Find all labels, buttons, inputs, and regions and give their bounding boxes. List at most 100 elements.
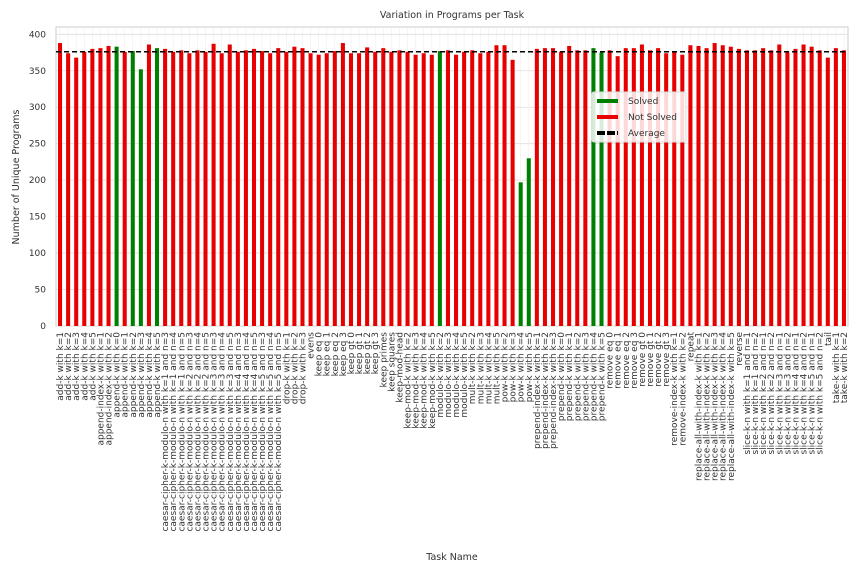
- legend-box: [591, 91, 687, 143]
- bar: [761, 48, 766, 327]
- x-tick-label: remove gt 0: [638, 332, 648, 387]
- x-tick-label: append-k with k=4: [145, 332, 155, 418]
- x-tick-label: caesar-cipher-k-modulo-n with k=1 and n=…: [177, 332, 187, 532]
- bar: [348, 53, 353, 326]
- x-tick-label: slice-k-n with k=2 and n=2: [767, 332, 777, 455]
- bar: [268, 53, 273, 326]
- x-tick-label: add-k with k=4: [80, 332, 90, 401]
- x-tick-label: slice-k-n with k=1 and n=2: [751, 332, 761, 455]
- x-tick-label: slice-k-n with k=3 and n=1: [775, 332, 785, 455]
- bar: [389, 51, 394, 327]
- bar: [559, 51, 564, 327]
- bar: [292, 46, 297, 326]
- x-tick-label: modulo-k with k=2: [436, 332, 446, 418]
- bar: [179, 50, 184, 327]
- x-tick-label: remove eq 3: [630, 332, 640, 389]
- x-tick-label: remove-index-k with k=1: [670, 332, 680, 446]
- x-tick-label: prepend-k with k=0: [557, 332, 567, 421]
- bar: [567, 45, 572, 327]
- x-tick-label: drop-k with k=3: [298, 332, 308, 404]
- x-tick-label: add-k with k=5: [88, 332, 98, 401]
- bar: [736, 48, 741, 326]
- x-tick-label: replace-all-with-index-k with k=5: [727, 332, 737, 481]
- bar: [316, 54, 321, 327]
- x-tick-label: prepend-k with k=5: [598, 332, 608, 421]
- x-tick-label: keep eq 3: [339, 332, 349, 376]
- x-tick-label: mult-k with k=5: [492, 332, 502, 404]
- y-tick-label: 350: [29, 67, 46, 77]
- x-tick-label: keep-mod-head: [395, 332, 405, 403]
- x-tick-label: modulo-k with k=3: [444, 332, 454, 418]
- y-axis-label: Number of Unique Programs: [11, 109, 22, 244]
- x-tick-label: append-index-k with k=1: [96, 332, 106, 446]
- bar: [462, 51, 467, 327]
- bar: [243, 50, 248, 327]
- bar: [793, 48, 798, 326]
- x-tick-label: caesar-cipher-k-modulo-n with k=4 and n=…: [234, 332, 244, 532]
- bar: [332, 51, 337, 326]
- y-tick-label: 200: [29, 176, 46, 186]
- x-tick-label: append-k with k=3: [137, 332, 147, 418]
- bar: [106, 45, 111, 327]
- bar: [171, 51, 176, 327]
- x-tick-label: append-k with k=1: [121, 332, 131, 418]
- bar: [324, 53, 329, 326]
- bar: [672, 51, 677, 327]
- bar: [841, 50, 846, 327]
- x-tick-label: drop-k with k=2: [290, 332, 300, 404]
- bar: [639, 44, 644, 326]
- y-tick-label: 250: [29, 140, 46, 150]
- bar: [494, 45, 499, 326]
- x-tick-label: caesar-cipher-k-modulo-n with k=2 and n=…: [193, 332, 203, 532]
- bar: [785, 52, 790, 327]
- x-tick-label: keep eq 1: [323, 332, 333, 376]
- bar: [478, 53, 483, 326]
- bar: [664, 53, 669, 326]
- bar: [712, 43, 717, 326]
- bar: [769, 50, 774, 327]
- x-tick-label: caesar-cipher-k-modulo-n with k=2 and n=…: [202, 332, 212, 532]
- x-tick-label: remove gt 3: [662, 332, 672, 387]
- bar: [518, 182, 523, 326]
- x-tick-label: keep primes: [379, 332, 389, 388]
- x-tick-label: append-k with k=2: [129, 332, 139, 418]
- x-tick-label: append-k with k=5: [153, 332, 163, 418]
- x-tick-label: keep gt 1: [355, 332, 365, 374]
- bar: [211, 43, 216, 327]
- bar: [98, 48, 103, 327]
- bar: [631, 48, 636, 327]
- bar: [534, 48, 539, 326]
- bar: [340, 43, 345, 326]
- y-tick-label: 0: [40, 322, 46, 332]
- bar: [542, 48, 547, 327]
- x-tick-label: caesar-cipher-k-modulo-n with k=5 and n=…: [274, 332, 284, 532]
- x-tick-label: take-k with k=2: [840, 332, 850, 403]
- bar: [130, 51, 135, 326]
- bar: [82, 51, 87, 327]
- x-tick-label: keep eq 0: [315, 332, 325, 377]
- bar: [163, 48, 168, 326]
- y-tick-label: 50: [35, 286, 47, 296]
- bar: [583, 50, 588, 327]
- x-axis-label: Task Name: [425, 552, 478, 563]
- bar: [744, 50, 749, 327]
- x-tick-label: modulo-k with k=5: [460, 332, 470, 418]
- bar: [308, 53, 313, 326]
- x-tick-label: append-k with k=0: [113, 332, 123, 418]
- bar: [833, 48, 838, 327]
- x-tick-label: prepend-index-k with k=1: [533, 332, 543, 449]
- chart-title: Variation in Programs per Task: [380, 10, 525, 21]
- y-tick-label: 400: [29, 30, 46, 40]
- x-tick-label: pow-k with k=3: [509, 332, 519, 402]
- x-tick-label: prepend-k with k=3: [581, 332, 591, 421]
- bar: [187, 53, 192, 326]
- x-tick-label: keep-mod-k with k=3: [412, 332, 422, 429]
- x-tick-label: prepend-k with k=1: [565, 332, 575, 421]
- bar: [825, 57, 830, 326]
- bar: [300, 48, 305, 327]
- bar: [817, 50, 822, 327]
- bar: [90, 48, 95, 326]
- x-tick-label: keep gt 2: [363, 332, 373, 374]
- x-tick-label: replace-all-with-index-k with k=1: [694, 332, 704, 481]
- x-tick-label: remove-index-k with k=2: [678, 332, 688, 446]
